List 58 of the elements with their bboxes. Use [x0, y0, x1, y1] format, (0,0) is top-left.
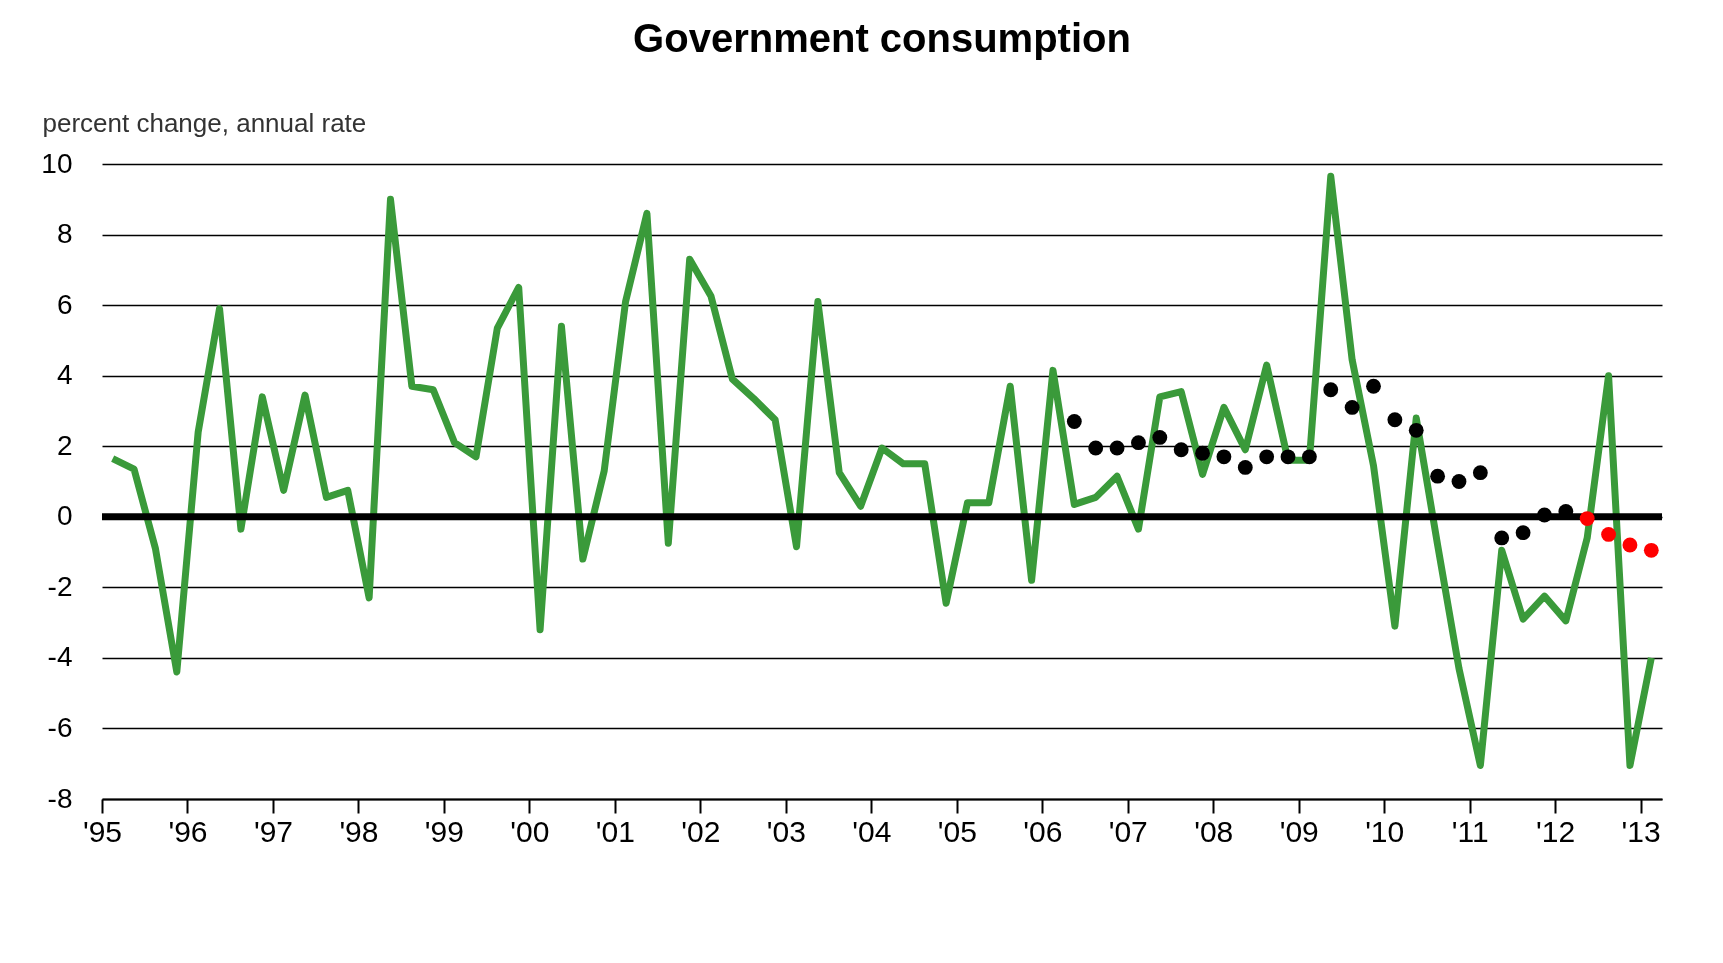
y-tick-label: 8 [56, 218, 73, 250]
y-tick-label: -4 [47, 641, 73, 673]
y-tick-label: -6 [47, 711, 73, 743]
point [1366, 378, 1381, 394]
x-tick-label: '08 [1194, 814, 1234, 848]
point [1472, 465, 1488, 481]
point [1430, 468, 1446, 484]
y-tick-label: 10 [41, 147, 73, 179]
point [1109, 440, 1125, 456]
x-tick-label: '10 [1365, 814, 1405, 848]
point [1387, 412, 1403, 428]
x-tick-label: '01 [595, 814, 635, 848]
x-tick-label: '99 [424, 814, 464, 848]
point [1622, 537, 1638, 553]
y-tick-label: 6 [56, 288, 73, 320]
x-tick-label: '05 [937, 814, 977, 848]
point [1601, 527, 1616, 542]
point [1259, 449, 1275, 465]
point [1066, 414, 1082, 429]
point [1216, 449, 1232, 465]
x-tick-label: '98 [339, 814, 379, 848]
point [1344, 400, 1360, 415]
x-tick-label: '06 [1023, 814, 1063, 848]
x-tick-label: '13 [1621, 814, 1661, 848]
point [1643, 542, 1659, 558]
y-tick-label: 2 [56, 429, 73, 461]
point [1579, 511, 1595, 526]
point [1451, 474, 1467, 489]
point [1494, 530, 1510, 546]
point [1408, 422, 1424, 438]
x-tick-label: '07 [1108, 814, 1148, 848]
point [1323, 382, 1339, 398]
x-tick-label: '96 [168, 814, 208, 848]
point [1195, 445, 1210, 461]
y-tick-label: 4 [56, 359, 73, 391]
point [1537, 507, 1552, 523]
x-tick-label: '00 [510, 814, 550, 848]
point [1173, 442, 1189, 458]
x-tick-label: '02 [681, 814, 721, 848]
chart-title: Government consumption [633, 16, 1131, 60]
point [1152, 430, 1168, 445]
point [1088, 440, 1104, 456]
y-tick-label: -8 [47, 782, 73, 814]
point [1237, 459, 1253, 475]
x-tick-label: '12 [1536, 814, 1576, 848]
y-tick-label: 0 [56, 500, 73, 532]
y-tick-label: -2 [47, 570, 73, 602]
x-tick-label: '11 [1451, 814, 1489, 848]
x-tick-label: '09 [1279, 814, 1319, 848]
x-tick-label: '04 [852, 814, 892, 848]
y-axis-title: percent change, annual rate [42, 107, 367, 138]
x-tick-label: '03 [766, 814, 806, 848]
x-tick-label: '95 [82, 814, 123, 848]
point [1131, 435, 1146, 451]
x-tick-label: '97 [253, 814, 294, 848]
point [1515, 525, 1531, 541]
point [1301, 449, 1317, 465]
point [1280, 449, 1296, 465]
